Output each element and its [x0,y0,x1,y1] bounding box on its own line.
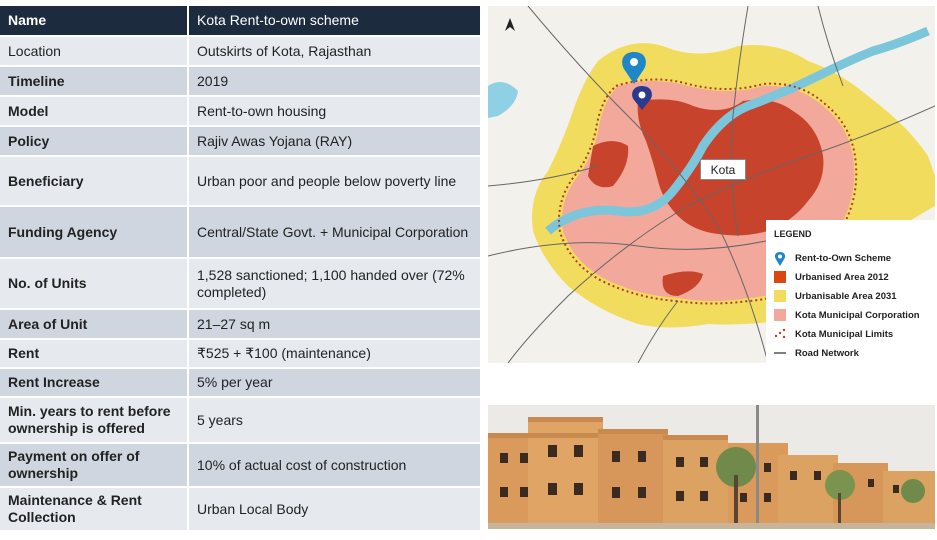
table-row: Beneficiary Urban poor and people below … [0,156,480,207]
row-value: Kota Rent-to-own scheme [187,6,480,37]
table-row: Payment on offer of ownership 10% of act… [0,443,480,488]
row-label: Min. years to rent before ownership is o… [0,397,188,444]
road-network [488,6,935,363]
legend-label: Road Network [795,347,859,359]
legend-label: Kota Municipal Corporation [795,309,920,321]
legend-item: Urbanised Area 2012 [774,270,889,284]
row-value: Central/State Govt. + Municipal Corporat… [187,206,480,259]
row-value: 2019 [187,66,480,97]
city-label: Kota [700,159,746,180]
legend-item: Kota Municipal Limits [774,327,893,341]
row-label: Timeline [0,66,188,97]
row-value: 21–27 sq m [187,309,480,340]
row-label: Location [0,36,188,67]
row-value: Outskirts of Kota, Rajasthan [187,36,480,67]
legend-label: Urbanised Area 2012 [795,271,889,283]
ground [488,523,935,529]
legend-label: Urbanisable Area 2031 [795,290,897,302]
water-body [488,82,518,118]
urbanised-area-patch [662,271,703,296]
windows [500,445,922,502]
scheme-info-table: Name Kota Rent-to-own scheme Location Ou… [0,6,480,532]
row-label: No. of Units [0,258,188,310]
table-row: Timeline 2019 [0,66,480,97]
urbanised-area-patch [588,141,629,188]
dotted-boundary-icon [774,328,786,340]
table-row: Rent Increase 5% per year [0,368,480,398]
table-row: No. of Units 1,528 sanctioned; 1,100 han… [0,258,480,310]
row-label: Rent [0,339,188,369]
kota-municipal-limits [558,78,858,305]
row-value: 10% of actual cost of construction [187,443,480,488]
housing-blocks-photo [488,405,935,529]
row-label: Model [0,96,188,127]
legend-label: Rent-to-Own Scheme [795,252,892,264]
row-label: Maintenance & Rent Collection [0,487,188,532]
row-value: Rent-to-own housing [187,96,480,127]
row-label: Beneficiary [0,156,188,207]
table-row: Model Rent-to-own housing [0,96,480,127]
row-label: Area of Unit [0,309,188,340]
row-value: Urban Local Body [187,487,480,532]
housing-photo-graphic [488,405,935,529]
table-row: Maintenance & Rent Collection Urban Loca… [0,487,480,532]
row-label: Funding Agency [0,206,188,259]
row-label: Policy [0,126,188,157]
legend-title: LEGEND [774,229,812,239]
legend-label: Kota Municipal Limits [795,328,894,340]
table-row: Rent ₹525 + ₹100 (maintenance) [0,339,480,369]
table-row: Policy Rajiv Awas Yojana (RAY) [0,126,480,157]
legend-item: Rent-to-Own Scheme [774,251,892,266]
row-label: Name [0,6,188,37]
electric-pole [756,405,759,529]
urbanised-swatch [774,271,786,283]
location-pin-icon [622,52,646,84]
row-value: 5% per year [187,368,480,398]
row-value: 5 years [187,397,480,444]
kota-map: Kota LEGEND Rent-to-Own Scheme Urbanised… [488,6,935,363]
row-value: 1,528 sanctioned; 1,100 handed over (72%… [187,258,480,310]
table-row: Funding Agency Central/State Govt. + Mun… [0,206,480,259]
legend-item: Urbanisable Area 2031 [774,289,897,303]
row-value: Urban poor and people below poverty line [187,156,480,207]
row-value: Rajiv Awas Yojana (RAY) [187,126,480,157]
table-row: Name Kota Rent-to-own scheme [0,6,480,37]
municipal-corporation-swatch [774,309,786,321]
row-label: Rent Increase [0,368,188,398]
road-line-icon [774,347,786,359]
urbanisable-swatch [774,290,786,302]
map-legend: LEGEND Rent-to-Own Scheme Urbanised Area… [766,220,935,363]
trees [716,447,925,525]
location-pin-icon [774,252,786,266]
row-label: Payment on offer of ownership [0,443,188,488]
north-arrow-icon [502,16,518,39]
row-value: ₹525 + ₹100 (maintenance) [187,339,480,369]
chambal-river [545,26,930,235]
legend-item: Kota Municipal Corporation [774,308,920,322]
legend-item: Road Network [774,346,859,360]
table-row: Location Outskirts of Kota, Rajasthan [0,36,480,67]
table-row: Area of Unit 21–27 sq m [0,309,480,340]
scheme-marker-icon [632,86,652,110]
table-row: Min. years to rent before ownership is o… [0,397,480,444]
